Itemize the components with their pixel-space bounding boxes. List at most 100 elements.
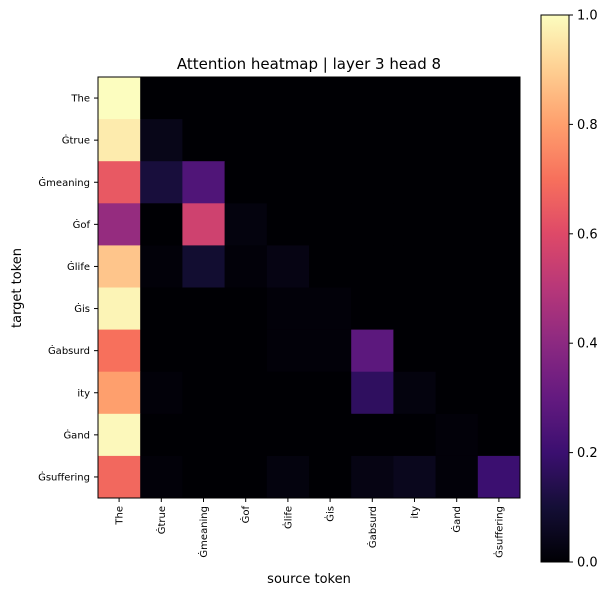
heatmap-cell (393, 203, 436, 246)
colorbar-tick-label: 0.8 (577, 118, 598, 133)
heatmap-cell (435, 329, 479, 373)
heatmap-cell (182, 119, 225, 162)
y-axis-label: target token (10, 248, 25, 328)
heatmap-cell (266, 245, 310, 288)
heatmap-cell (266, 329, 310, 373)
heatmap-cell (266, 203, 310, 246)
colorbar-tick-label: 0.6 (577, 227, 598, 242)
heatmap-cell (98, 287, 141, 330)
heatmap-cell (477, 77, 521, 120)
heatmap-cell (393, 413, 436, 457)
heatmap-cell (98, 455, 141, 499)
heatmap-cell (351, 77, 394, 120)
heatmap-cell (140, 455, 183, 499)
heatmap-cell (477, 203, 521, 246)
heatmap-cell (224, 287, 268, 330)
heatmap-cell (140, 287, 183, 330)
heatmap-cell (435, 77, 479, 120)
y-tick-label: Ġabsurd (48, 344, 90, 357)
heatmap-cell (140, 329, 183, 373)
heatmap-cell (98, 161, 141, 204)
heatmap-cell (477, 119, 521, 162)
heatmap-cell (266, 77, 310, 120)
heatmap-cell (477, 287, 521, 330)
heatmap-cell (393, 455, 436, 499)
heatmap-cell (309, 245, 352, 288)
heatmap-cell (140, 77, 183, 120)
heatmap-cell (351, 413, 394, 457)
heatmap-cell (98, 77, 141, 120)
heatmap-cell (182, 371, 225, 415)
y-tick-label: Ġtrue (62, 134, 90, 147)
heatmap-cell (351, 161, 394, 204)
heatmap-cell (182, 413, 225, 457)
heatmap-cell (393, 77, 436, 120)
heatmap-cell (266, 371, 310, 415)
heatmap-cell (393, 371, 436, 415)
heatmap-cell (224, 119, 268, 162)
heatmap-cell (98, 203, 141, 246)
heatmap-cell (309, 203, 352, 246)
heatmap-cell (224, 371, 268, 415)
heatmap-cell (140, 203, 183, 246)
heatmap-cell (266, 119, 310, 162)
colorbar-gradient (541, 15, 569, 562)
heatmap-cell (309, 161, 352, 204)
heatmap-cell (435, 245, 479, 288)
colorbar-tick-label: 1.0 (577, 9, 598, 24)
x-tick-label: Ġis (324, 506, 337, 522)
heatmap-cell (477, 161, 521, 204)
heatmap-cell (266, 413, 310, 457)
heatmap-cell (309, 371, 352, 415)
heatmap-cell (351, 329, 394, 373)
heatmap-cell (140, 371, 183, 415)
heatmap-cell (98, 245, 141, 288)
heatmap-cell (224, 245, 268, 288)
y-tick-label: Ġmeaning (38, 176, 90, 189)
heatmap-cell (309, 77, 352, 120)
x-axis-label: source token (267, 572, 351, 587)
heatmap-cell (266, 161, 310, 204)
heatmap-cell (98, 119, 141, 162)
x-tick-label: ity (410, 506, 421, 519)
heatmap-cell (477, 329, 521, 373)
heatmap-cell (477, 455, 521, 499)
y-tick-label: The (70, 94, 90, 105)
heatmap-cell (351, 287, 394, 330)
y-tick-label: Ġis (74, 302, 90, 315)
heatmap-cell (98, 371, 141, 415)
heatmap-cell (393, 245, 436, 288)
y-tick-label: ity (77, 388, 90, 399)
heatmap-cell (266, 287, 310, 330)
heatmap-cell (224, 203, 268, 246)
heatmap-cell (435, 119, 479, 162)
heatmap-cell (393, 119, 436, 162)
colorbar-ticks: 0.0 0.2 0.4 0.6 0.8 1.0 (569, 9, 598, 571)
heatmap-cell (140, 119, 183, 162)
x-tick-label: Ġabsurd (366, 506, 379, 548)
heatmap-cell (140, 413, 183, 457)
heatmap-cell (477, 413, 521, 457)
heatmap-cell (98, 413, 141, 457)
colorbar-tick-label: 0.4 (577, 337, 598, 352)
heatmap-cell (182, 77, 225, 120)
heatmap-cell (435, 455, 479, 499)
heatmap-cell (140, 245, 183, 288)
x-tick-label: Ġmeaning (197, 506, 210, 558)
x-tick-label: The (115, 506, 126, 526)
heatmap-cell (182, 455, 225, 499)
heatmap-cell (435, 203, 479, 246)
chart-title: Attention heatmap | layer 3 head 8 (177, 55, 441, 73)
heatmap-cell (224, 455, 268, 499)
y-tick-label: Ġsuffering (38, 470, 90, 483)
x-tick-label: Ġsuffering (492, 506, 505, 558)
heatmap-cell (309, 455, 352, 499)
heatmap-cells (98, 77, 521, 499)
heatmap-cell (309, 287, 352, 330)
x-axis-ticks: The Ġtrue Ġmeaning Ġof Ġlife Ġis Ġabsurd ity Ġan… (115, 498, 505, 558)
heatmap-cell (477, 371, 521, 415)
heatmap-cell (477, 245, 521, 288)
heatmap-cell (182, 161, 225, 204)
colorbar-frame (540, 14, 570, 563)
